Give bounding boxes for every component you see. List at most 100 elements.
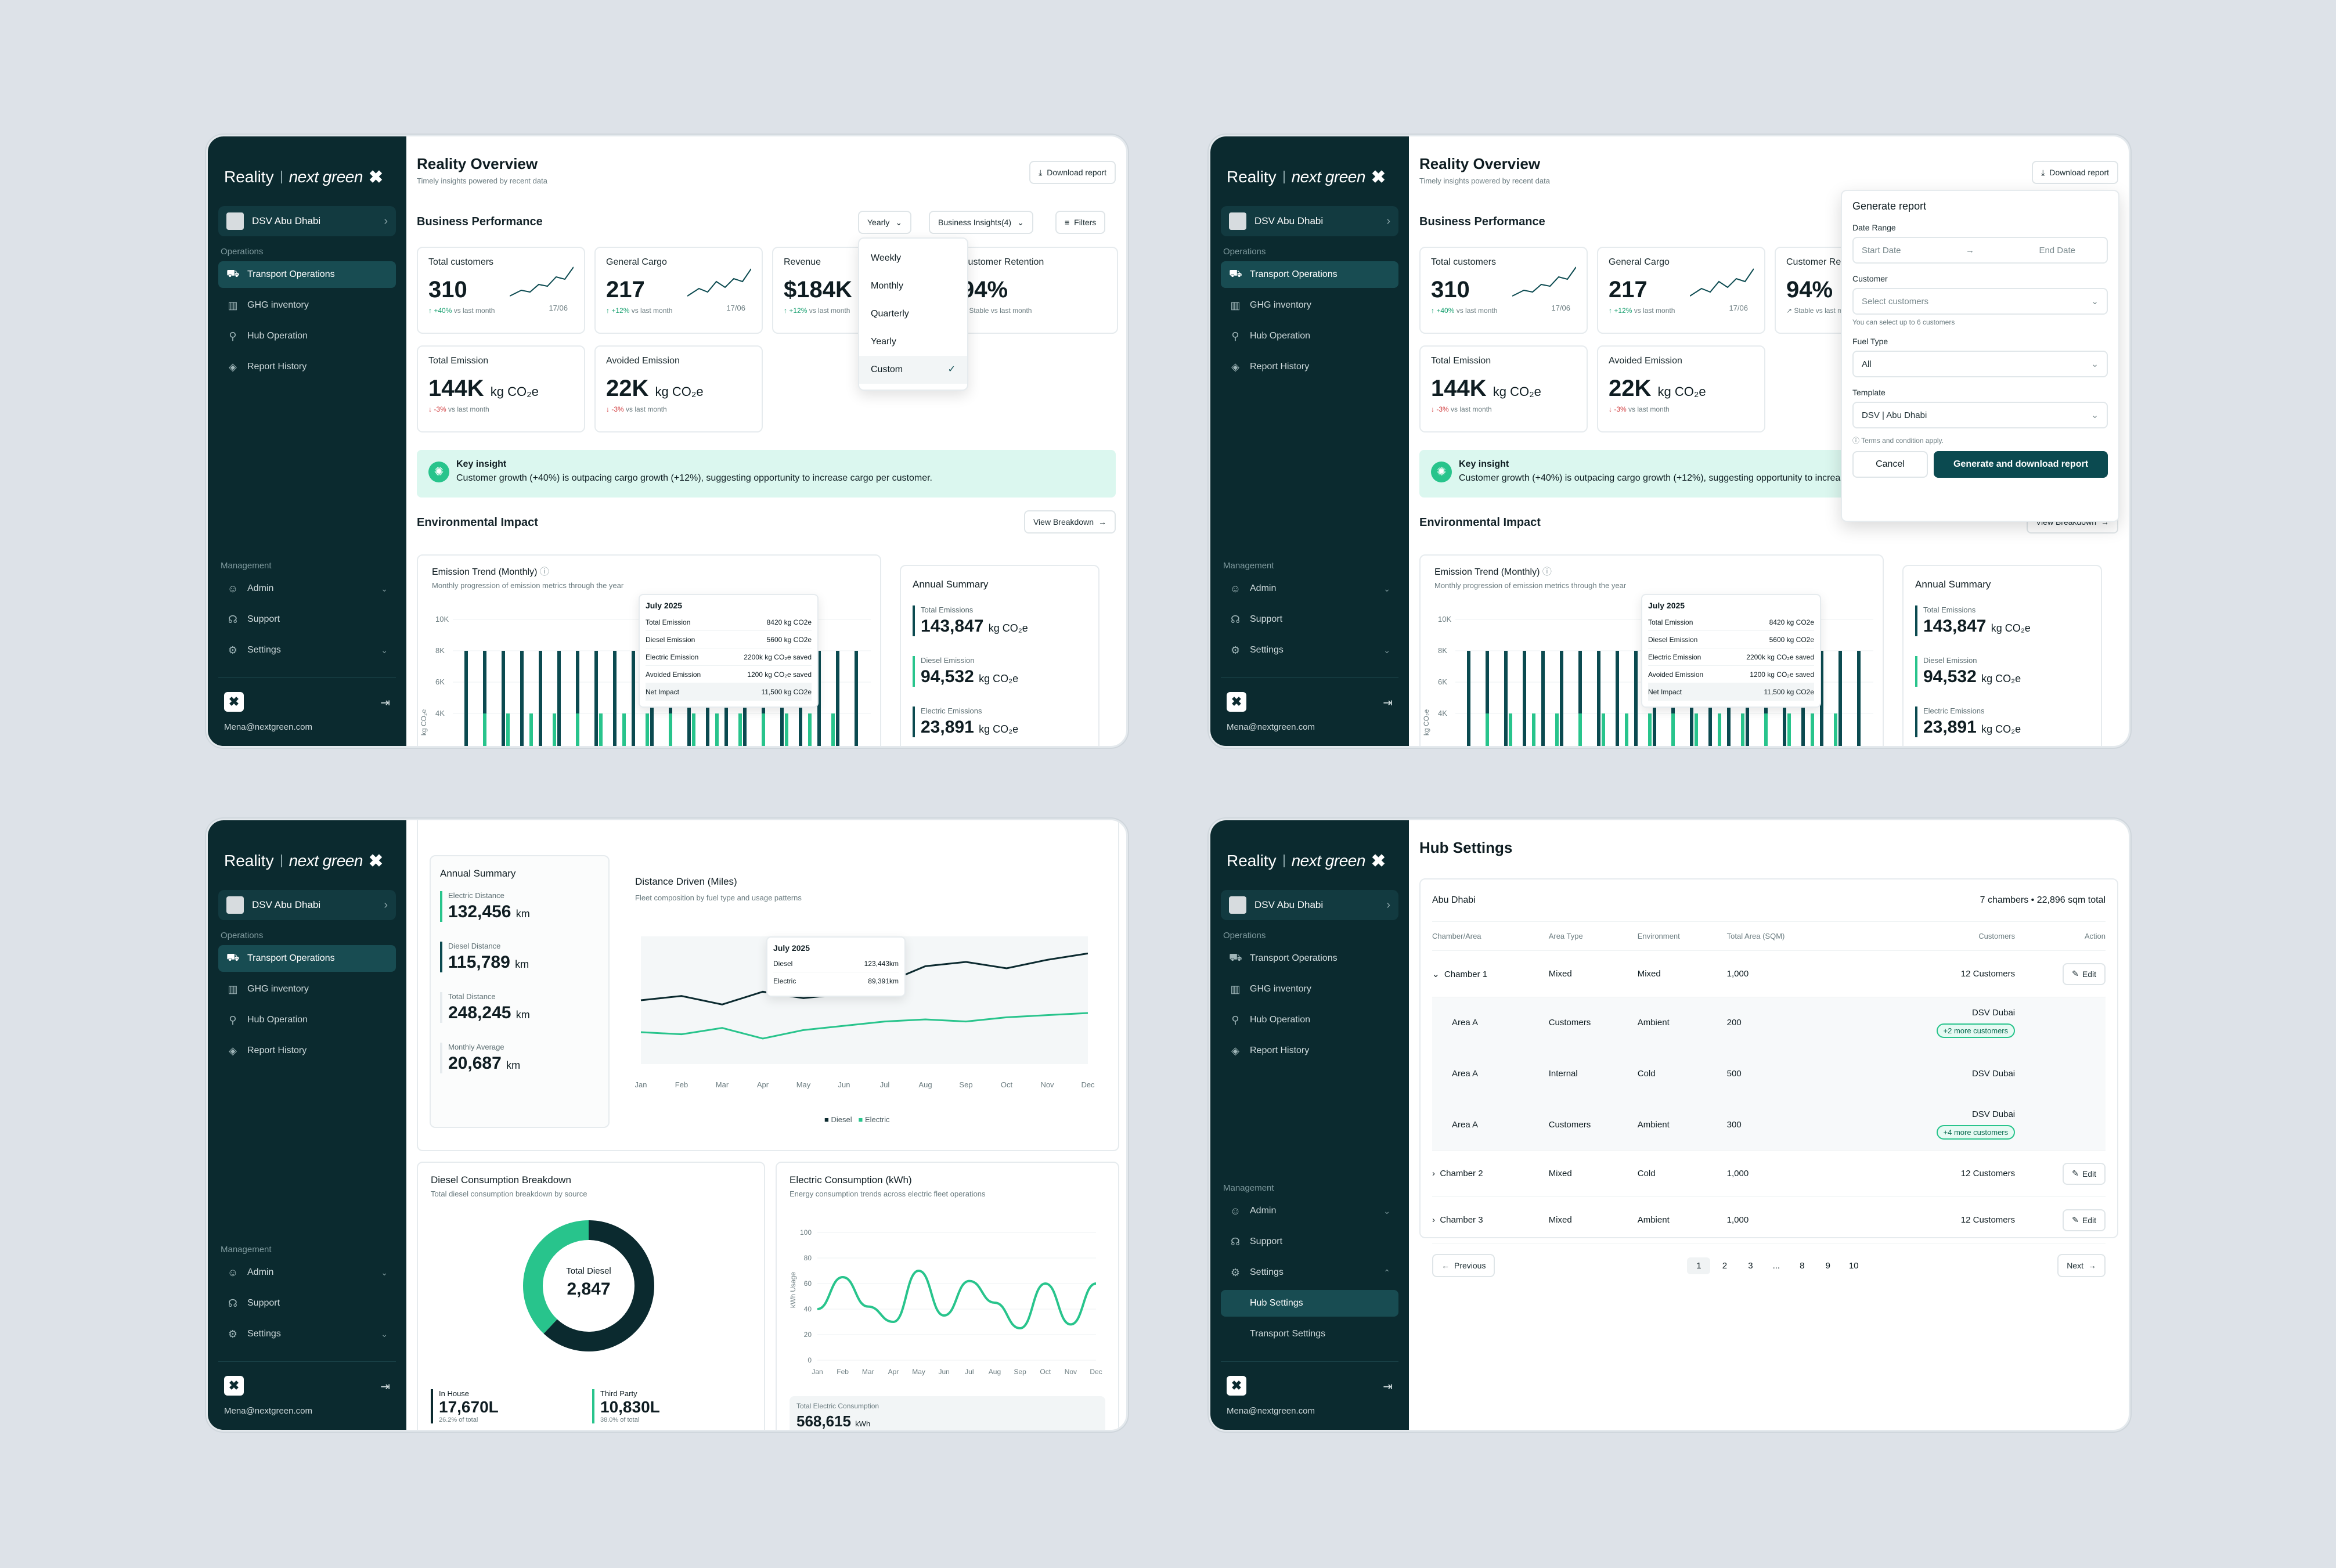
- sidebar-item-hub[interactable]: ⚲ Hub Operation: [1221, 323, 1398, 349]
- download-report-button[interactable]: ⤓ Download report: [2032, 161, 2118, 184]
- cancel-button[interactable]: Cancel: [1852, 451, 1928, 478]
- electric-bar: [576, 713, 579, 746]
- template-select[interactable]: DSV | Abu Dhabi ⌄: [1852, 402, 2108, 428]
- diesel-bar: [1504, 651, 1508, 746]
- x-tick-label: Apr: [757, 1080, 769, 1089]
- sidebar-item-settings[interactable]: ⚙ Settings ⌄: [218, 1321, 396, 1347]
- previous-button[interactable]: ← Previous: [1432, 1254, 1495, 1277]
- sidebar-item-report[interactable]: ◈ Report History: [218, 354, 396, 380]
- electric-bar: [1532, 713, 1535, 746]
- chevron-down-icon[interactable]: ⌄: [1432, 969, 1440, 979]
- org-selector[interactable]: DSV Abu Dhabi ›: [1221, 206, 1398, 236]
- sidebar-item-ghg[interactable]: ▥ GHG inventory: [218, 292, 396, 319]
- sidebar-item-hub-settings[interactable]: Hub Settings: [1221, 1290, 1398, 1317]
- sparkline: [1690, 268, 1754, 297]
- dropdown-option[interactable]: Weekly: [871, 253, 902, 263]
- sidebar-item-support[interactable]: ☊ Support: [1221, 1228, 1398, 1255]
- diesel-bar: [557, 651, 561, 746]
- table-row[interactable]: › Chamber 2 Mixed Cold 1,000 12 Customers ✎ Ed…: [1432, 1151, 2106, 1197]
- sidebar-item-admin[interactable]: ☺ Admin ⌄: [1230, 582, 1390, 594]
- chevron-right-icon[interactable]: ›: [1432, 1215, 1435, 1225]
- diesel-bar: [1857, 651, 1861, 746]
- next-button[interactable]: Next →: [2057, 1254, 2106, 1277]
- layers-icon: ◈: [229, 361, 237, 373]
- page-link[interactable]: 10: [1848, 1260, 1859, 1271]
- annual-summary-panel: Annual Summary Total Emissions 143,847 kg…: [900, 565, 1099, 746]
- chevron-right-icon[interactable]: ›: [1432, 1169, 1435, 1178]
- page-subtitle: Timely insights powered by recent data: [1419, 176, 1550, 185]
- sidebar-item-ghg[interactable]: ▥ GHG inventory: [1221, 976, 1398, 1003]
- sidebar-item-report[interactable]: ◈ Report History: [218, 1037, 396, 1064]
- y-tick-label: 8K: [1438, 646, 1447, 655]
- dropdown-option[interactable]: Yearly: [871, 337, 896, 347]
- more-customers-badge[interactable]: +2 more customers: [1936, 1023, 2016, 1038]
- dropdown-option[interactable]: Monthly: [871, 281, 904, 291]
- edit-button[interactable]: ✎ Edit: [2063, 1209, 2106, 1231]
- download-report-button[interactable]: ⤓ Download report: [1029, 161, 1116, 184]
- org-selector[interactable]: DSV Abu Dhabi ›: [218, 206, 396, 236]
- sidebar-item-report[interactable]: ◈ Report History: [1221, 1037, 1398, 1064]
- table-row[interactable]: › Chamber 3 Mixed Ambient 1,000 12 Customers…: [1432, 1197, 2106, 1243]
- logout-icon[interactable]: ⇥: [1383, 1380, 1393, 1393]
- insights-filter[interactable]: Business Insights(4) ⌄: [929, 211, 1033, 234]
- key-insight: ✺ Key insight Customer growth (+40%) is ou…: [417, 450, 1116, 498]
- sidebar-item-transport[interactable]: ⛟ Transport Operations: [1221, 945, 1398, 972]
- logout-icon[interactable]: ⇥: [1383, 697, 1393, 709]
- logout-icon[interactable]: ⇥: [380, 1380, 390, 1393]
- view-breakdown-button[interactable]: View Breakdown →: [1023, 510, 1116, 534]
- user-email: Mena@nextgreen.com: [224, 722, 312, 732]
- electric-bar: [646, 713, 649, 746]
- sidebar-item-hub[interactable]: ⚲ Hub Operation: [218, 323, 396, 349]
- page-link[interactable]: 1: [1687, 1257, 1711, 1274]
- x-tick-label: Feb: [675, 1080, 688, 1089]
- edit-button[interactable]: ✎ Edit: [2063, 963, 2106, 985]
- users-icon: ☺: [227, 1266, 239, 1278]
- sidebar-item-admin[interactable]: ☺ Admin ⌄: [227, 582, 388, 594]
- period-select[interactable]: Yearly ⌄: [858, 211, 912, 234]
- sidebar-item-admin[interactable]: ☺ Admin ⌄: [227, 1266, 388, 1278]
- filters-button[interactable]: ≡ Filters: [1055, 211, 1106, 234]
- sidebar-item-transport[interactable]: ⛟ Transport Operations: [218, 945, 396, 972]
- sidebar-item-admin[interactable]: ☺ Admin ⌄: [1230, 1205, 1390, 1217]
- page-link[interactable]: 9: [1825, 1260, 1830, 1271]
- page-link[interactable]: 3: [1748, 1260, 1753, 1271]
- generate-report-button[interactable]: Generate and download report: [1934, 451, 2108, 478]
- sidebar-item-ghg[interactable]: ▥ GHG inventory: [1221, 292, 1398, 319]
- y-tick-label: 10K: [1438, 615, 1451, 623]
- gear-icon: ⚙: [1230, 644, 1241, 656]
- sidebar-item-transport-settings[interactable]: Transport Settings: [1250, 1329, 1326, 1339]
- sidebar-item-support[interactable]: ☊ Support: [218, 606, 396, 633]
- dropdown-option-selected[interactable]: Custom ✓: [859, 356, 967, 384]
- sidebar-item-settings[interactable]: ⚙ Settings ⌄: [218, 637, 396, 664]
- org-selector[interactable]: DSV Abu Dhabi ›: [218, 890, 396, 920]
- sidebar-item-transport[interactable]: ⛟ Transport Operations: [1221, 261, 1398, 288]
- date-range-input[interactable]: Start Date → End Date: [1852, 237, 2108, 264]
- electric-line-chart: 100 80 60 40 20 0 kWh Usage Jan Feb Mar Apr May Jun J…: [789, 1228, 1102, 1376]
- info-icon: ⓘ: [1852, 437, 1860, 445]
- logout-icon[interactable]: ⇥: [380, 697, 390, 709]
- sidebar-item-support[interactable]: ☊ Support: [1221, 606, 1398, 633]
- sidebar-item-transport[interactable]: ⛟ Transport Operations: [218, 261, 396, 288]
- arrow-left-icon: ←: [1441, 1261, 1450, 1270]
- sidebar-item-settings[interactable]: ⚙ Settings ⌄: [1221, 637, 1398, 664]
- org-selector[interactable]: DSV Abu Dhabi ›: [1221, 890, 1398, 920]
- sidebar-item-ghg[interactable]: ▥ GHG inventory: [218, 976, 396, 1003]
- hub-settings-mockup: Reality next green ✖ DSV Abu Dhabi › Operat…: [1209, 819, 2130, 1432]
- dropdown-option[interactable]: Quarterly: [871, 309, 909, 319]
- page-link[interactable]: 2: [1722, 1260, 1728, 1271]
- sidebar-item-settings[interactable]: ⚙ Settings ⌃: [1221, 1259, 1398, 1286]
- more-customers-badge[interactable]: +4 more customers: [1936, 1125, 2016, 1140]
- fuel-type-select[interactable]: All ⌄: [1852, 351, 2108, 377]
- page-link[interactable]: 8: [1800, 1260, 1805, 1271]
- customer-select[interactable]: Select customers ⌄: [1852, 288, 2108, 315]
- table-row[interactable]: ⌄ Chamber 1 Mixed Mixed 1,000 12 Customers ✎ E…: [1432, 951, 2106, 997]
- sidebar-item-report[interactable]: ◈ Report History: [1221, 354, 1398, 380]
- electric-consumption-line: [817, 1269, 1097, 1330]
- layers-icon: ◈: [1231, 1044, 1239, 1057]
- sidebar-item-hub[interactable]: ⚲ Hub Operation: [1221, 1007, 1398, 1033]
- chart-icon: ▥: [228, 983, 238, 995]
- generate-report-popover: Generate report Date Range Start Date → En…: [1841, 190, 2119, 522]
- edit-button[interactable]: ✎ Edit: [2063, 1162, 2106, 1185]
- sidebar-item-hub[interactable]: ⚲ Hub Operation: [218, 1007, 396, 1033]
- sidebar-item-support[interactable]: ☊ Support: [218, 1290, 396, 1317]
